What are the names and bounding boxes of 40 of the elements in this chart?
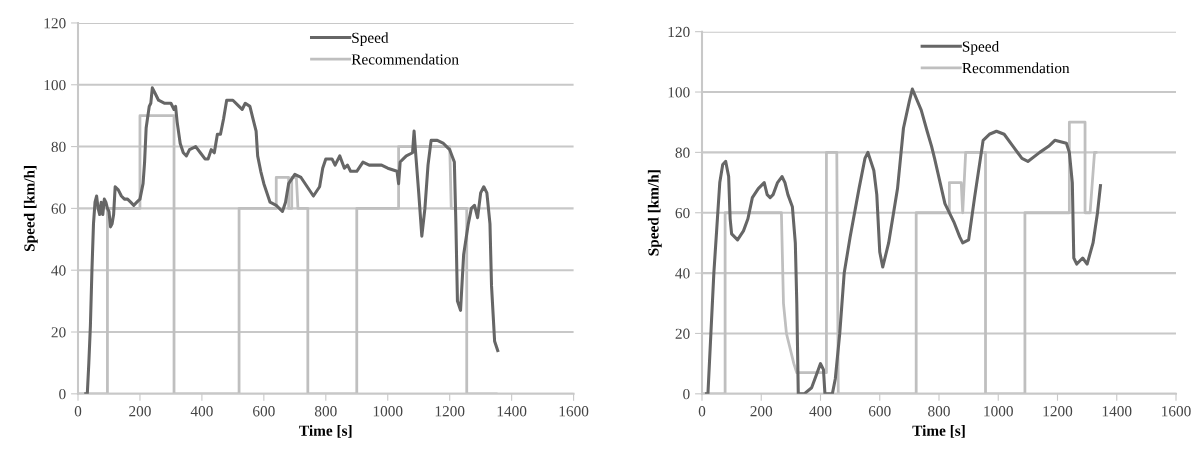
x-tick-label: 400 (809, 406, 832, 417)
x-axis-title: Time [s] (299, 425, 352, 438)
x-tick-label: 800 (928, 406, 950, 417)
x-tick-label: 0 (74, 406, 82, 417)
x-tick-label: 1000 (984, 406, 1013, 417)
y-tick-label: 20 (51, 327, 66, 338)
y-tick-label: 100 (44, 79, 66, 91)
x-tick-label: 200 (129, 406, 151, 417)
x-tick-label: 1200 (435, 406, 465, 417)
x-tick-label: 200 (750, 406, 773, 417)
y-tick-label: 40 (51, 265, 66, 276)
x-tick-label: 1400 (1102, 406, 1132, 417)
x-tick-label: 0 (698, 406, 706, 417)
y-tick-label: 60 (675, 207, 690, 219)
legend-label: Recommendation (962, 62, 1070, 74)
y-axis-title: Speed [km/h] (647, 170, 662, 256)
x-tick-label: 600 (868, 406, 891, 417)
legend-label: Recommendation (351, 53, 459, 65)
y-tick-label: 80 (51, 141, 66, 153)
y-tick-label: 100 (668, 87, 690, 98)
x-tick-label: 800 (314, 406, 337, 417)
y-tick-label: 40 (675, 268, 690, 279)
y-tick-label: 120 (668, 26, 690, 38)
x-tick-label: 1600 (559, 406, 589, 417)
x-tick-label: 1200 (1043, 406, 1073, 417)
x-axis-title: Time [s] (912, 425, 965, 438)
y-tick-label: 60 (51, 203, 66, 214)
legend-label: Speed (962, 40, 1000, 55)
x-tick-label: 1400 (497, 406, 527, 417)
y-tick-label: 0 (59, 388, 66, 400)
y-tick-label: 0 (683, 388, 690, 400)
y-axis-title: Speed [km/h] (23, 166, 38, 252)
x-tick-label: 600 (253, 406, 275, 417)
legend-label: Speed (352, 32, 389, 47)
x-tick-label: 400 (190, 406, 213, 417)
y-tick-label: 120 (44, 18, 66, 29)
x-tick-label: 1000 (373, 406, 403, 417)
y-tick-label: 80 (675, 147, 690, 158)
y-tick-label: 20 (675, 328, 690, 339)
x-tick-label: 1600 (1162, 406, 1191, 417)
